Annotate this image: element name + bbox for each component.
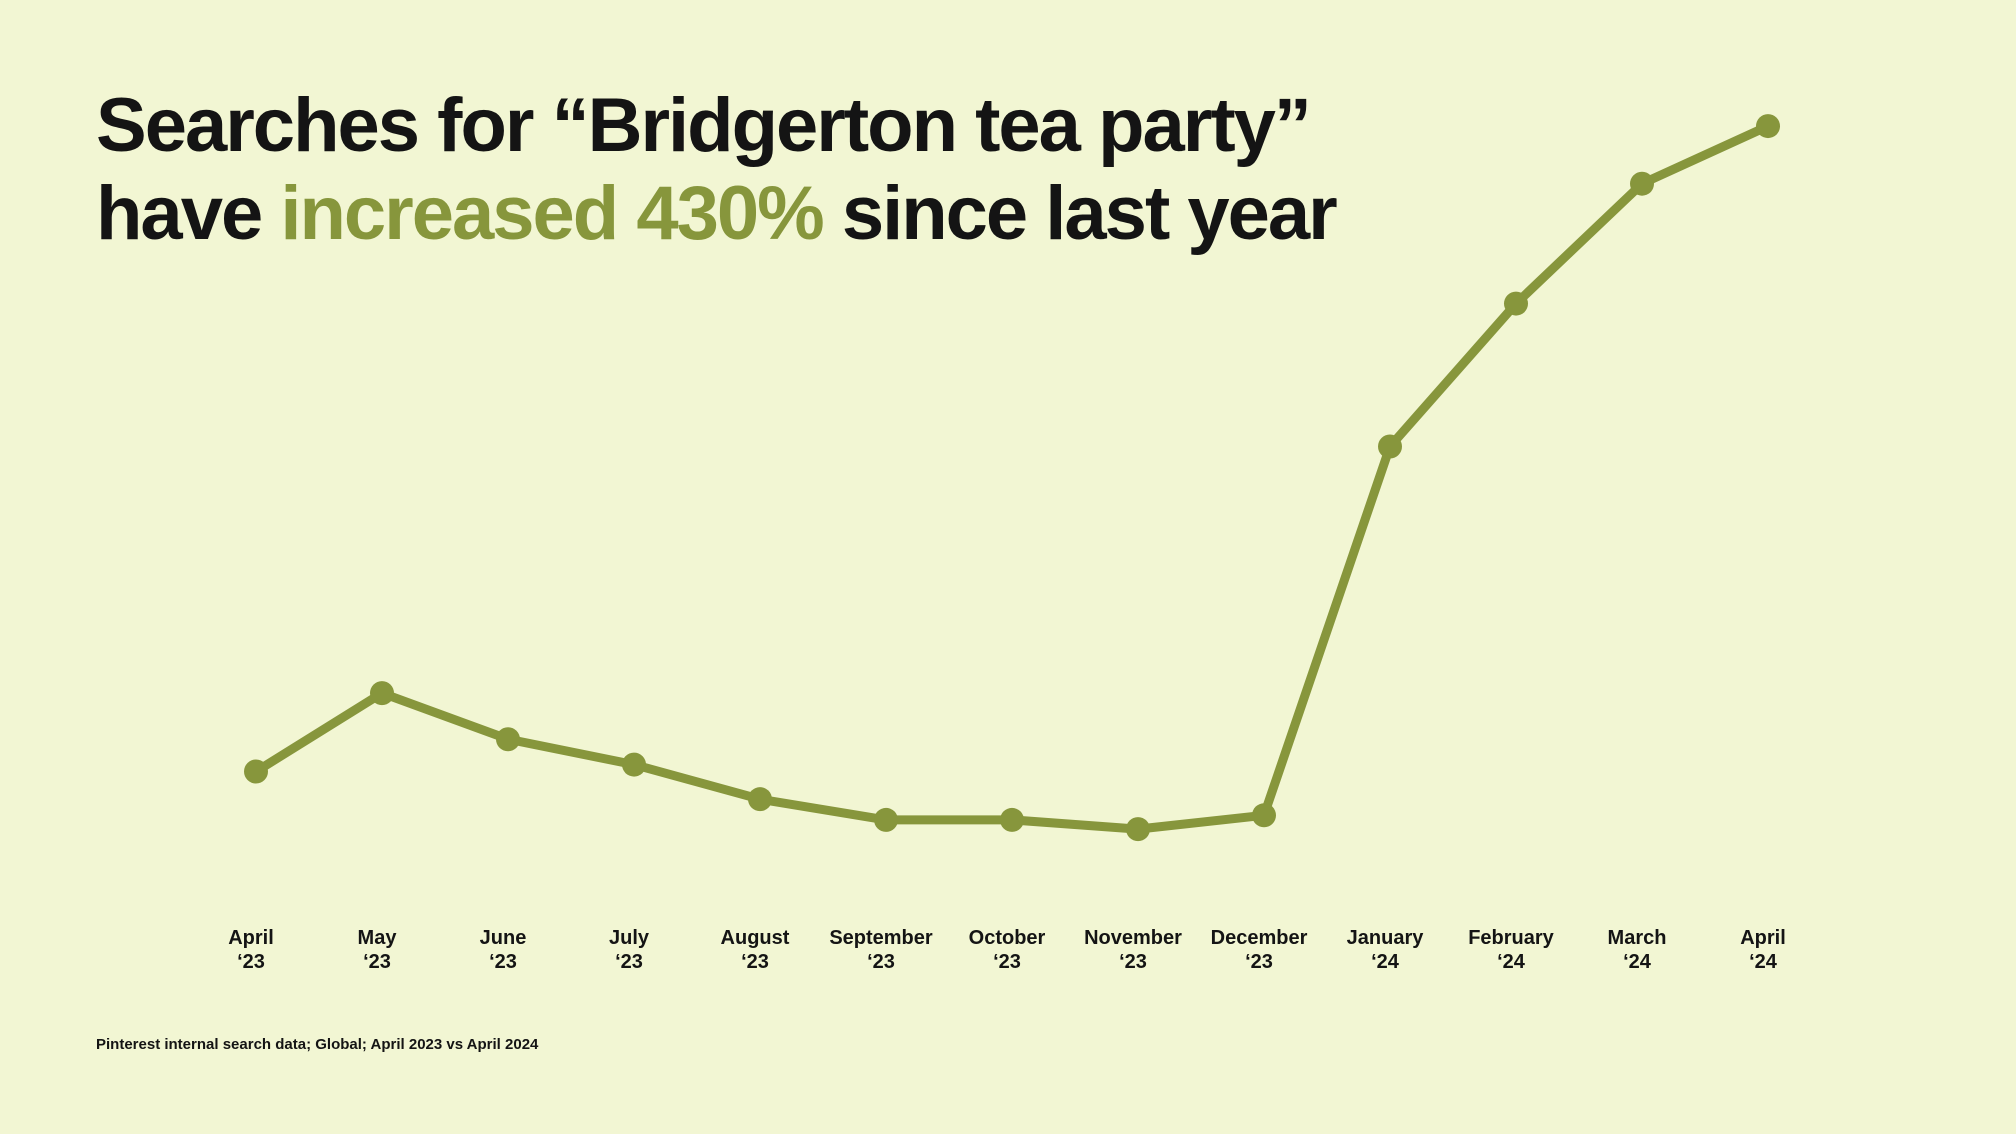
tick-year: ‘24 (1623, 951, 1652, 973)
title-highlight: increased 430% (280, 171, 824, 256)
tick-year: ‘23 (363, 951, 391, 973)
x-tick-label: August ‘23 (721, 927, 790, 973)
tick-month: September (829, 927, 933, 949)
tick-month: April (1740, 927, 1786, 949)
x-tick-label: July ‘23 (609, 927, 650, 973)
tick-year: ‘23 (615, 951, 643, 973)
title-line-1: Searches for “Bridgerton tea party” (96, 83, 1312, 168)
tick-year: ‘23 (1119, 951, 1147, 973)
data-point (622, 752, 646, 777)
x-tick-label: January ‘24 (1347, 927, 1425, 973)
data-point (370, 681, 394, 706)
data-point (748, 787, 772, 812)
tick-year: ‘23 (237, 951, 265, 973)
tick-month: March (1608, 927, 1667, 949)
x-tick-label: May ‘23 (358, 927, 398, 973)
x-tick-label: November ‘23 (1084, 927, 1182, 973)
data-point (1252, 803, 1276, 828)
tick-year: ‘23 (993, 951, 1021, 973)
tick-year: ‘23 (867, 951, 895, 973)
source-footnote: Pinterest internal search data; Global; … (96, 1036, 539, 1053)
tick-year: ‘24 (1371, 951, 1400, 973)
title-line-2-start: have (96, 171, 281, 256)
data-point (1378, 434, 1402, 459)
x-tick-label: March ‘24 (1608, 927, 1667, 973)
tick-month: January (1347, 927, 1425, 949)
tick-year: ‘23 (741, 951, 769, 973)
series-layer (251, 121, 1773, 834)
title-line-2-end: since last year (822, 171, 1338, 256)
points-layer (244, 114, 1780, 842)
x-tick-label: April ‘24 (1740, 927, 1786, 973)
tick-year: ‘23 (489, 951, 517, 973)
x-tick-label: December ‘23 (1211, 927, 1308, 973)
tick-year: ‘23 (1245, 951, 1273, 973)
data-point (244, 759, 268, 784)
chart-title: Searches for “Bridgerton tea party” have… (96, 82, 1338, 258)
tick-month: February (1468, 927, 1554, 949)
tick-month: May (358, 927, 398, 949)
series-line (251, 121, 1773, 834)
tick-month: July (609, 927, 650, 949)
data-point (1630, 171, 1654, 196)
tick-year: ‘24 (1497, 951, 1526, 973)
x-tick-label: April ‘23 (228, 927, 274, 973)
x-tick-label: June ‘23 (480, 927, 527, 973)
tick-month: April (228, 927, 274, 949)
x-tick-label: September ‘23 (829, 927, 933, 973)
data-point (496, 727, 520, 752)
tick-month: October (969, 927, 1046, 949)
tick-month: June (480, 927, 527, 949)
data-point (1126, 817, 1150, 842)
tick-month: August (721, 927, 790, 949)
data-point (874, 807, 898, 832)
data-point (1504, 291, 1528, 316)
data-point (1756, 114, 1780, 139)
tick-year: ‘24 (1749, 951, 1778, 973)
tick-month: December (1211, 927, 1308, 949)
x-tick-label: February ‘24 (1468, 927, 1554, 973)
x-tick-label: October ‘23 (969, 927, 1046, 973)
tick-month: November (1084, 927, 1182, 949)
data-point (1000, 807, 1024, 832)
